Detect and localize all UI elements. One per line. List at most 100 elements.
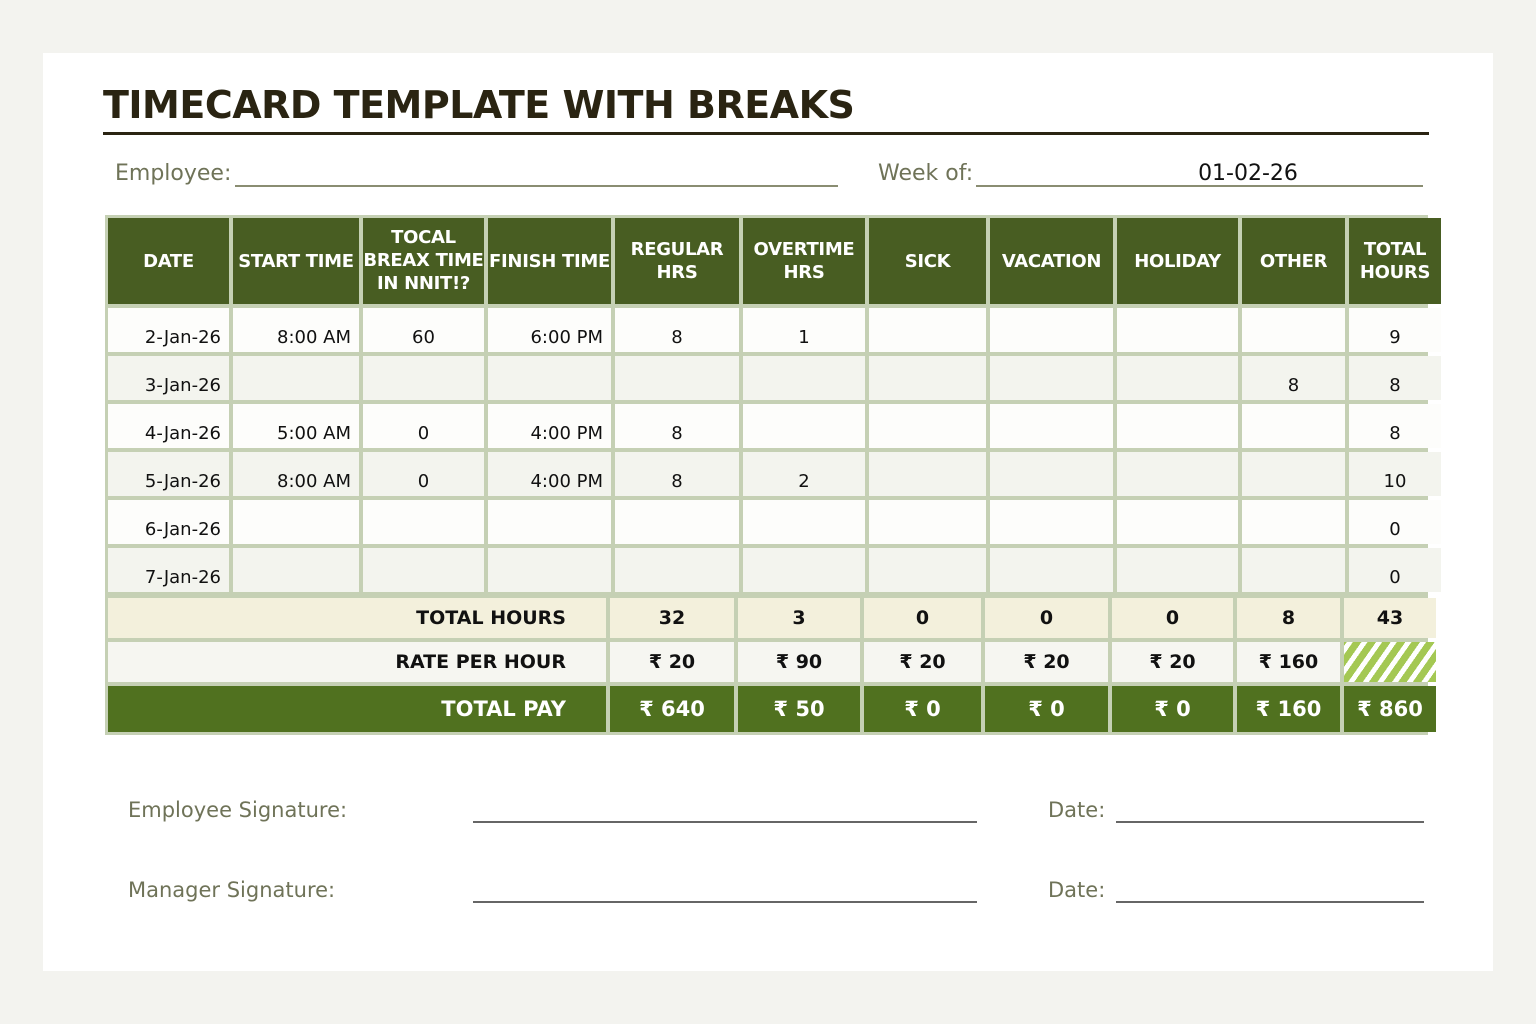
cell-date[interactable]: 4-Jan-26 <box>108 404 229 448</box>
cell-vacation[interactable] <box>990 500 1113 544</box>
cell-finish-time[interactable]: 6:00 PM <box>488 308 611 352</box>
cell-date[interactable]: 6-Jan-26 <box>108 500 229 544</box>
week-of-value[interactable]: 01-02-26 <box>1198 161 1298 186</box>
cell-break-time[interactable]: 60 <box>363 308 484 352</box>
rate-holiday[interactable]: ₹ 20 <box>1112 642 1233 682</box>
cell-regular-hrs[interactable]: 8 <box>615 308 739 352</box>
header-other: OTHER <box>1242 218 1345 304</box>
cell-other[interactable] <box>1242 308 1345 352</box>
cell-overtime-hrs[interactable] <box>743 356 865 400</box>
employee-field[interactable] <box>235 185 838 187</box>
page-title: TIMECARD TEMPLATE WITH BREAKS <box>103 83 855 127</box>
cell-regular-hrs[interactable] <box>615 356 739 400</box>
cell-finish-time[interactable] <box>488 500 611 544</box>
total-regular-hrs: 32 <box>610 598 734 638</box>
cell-sick[interactable] <box>869 308 986 352</box>
cell-regular-hrs[interactable]: 8 <box>615 404 739 448</box>
timecard-sheet: TIMECARD TEMPLATE WITH BREAKS Employee: … <box>43 53 1493 971</box>
rate-regular[interactable]: ₹ 20 <box>610 642 734 682</box>
cell-start-time[interactable]: 8:00 AM <box>233 308 359 352</box>
cell-start-time[interactable] <box>233 500 359 544</box>
pay-holiday: ₹ 0 <box>1112 686 1233 732</box>
cell-finish-time[interactable]: 4:00 PM <box>488 452 611 496</box>
cell-overtime-hrs[interactable] <box>743 500 865 544</box>
cell-total-hours: 8 <box>1349 404 1441 448</box>
employee-date-field[interactable] <box>1116 821 1424 823</box>
header-regular-hrs: REGULAR HRS <box>615 218 739 304</box>
title-divider <box>103 132 1429 135</box>
cell-holiday[interactable] <box>1117 452 1238 496</box>
header-holiday: HOLIDAY <box>1117 218 1238 304</box>
rate-per-hour-label: RATE PER HOUR <box>108 642 606 682</box>
week-of-label: Week of: <box>878 161 974 186</box>
summary-grid: TOTAL HOURS 32 3 0 0 0 8 43 RATE PER HOU… <box>108 598 1436 732</box>
cell-other[interactable]: 8 <box>1242 356 1345 400</box>
cell-finish-time[interactable] <box>488 356 611 400</box>
cell-break-time[interactable] <box>363 500 484 544</box>
employee-signature-field[interactable] <box>473 821 977 823</box>
cell-holiday[interactable] <box>1117 308 1238 352</box>
cell-start-time[interactable] <box>233 356 359 400</box>
cell-date[interactable]: 7-Jan-26 <box>108 548 229 592</box>
cell-regular-hrs[interactable] <box>615 500 739 544</box>
header-vacation: VACATION <box>990 218 1113 304</box>
week-of-field[interactable] <box>976 185 1423 187</box>
manager-signature-field[interactable] <box>473 901 977 903</box>
cell-total-hours: 10 <box>1349 452 1441 496</box>
manager-date-field[interactable] <box>1116 901 1424 903</box>
cell-holiday[interactable] <box>1117 404 1238 448</box>
cell-date[interactable]: 2-Jan-26 <box>108 308 229 352</box>
cell-total-hours: 0 <box>1349 548 1441 592</box>
cell-sick[interactable] <box>869 356 986 400</box>
cell-finish-time[interactable]: 4:00 PM <box>488 404 611 448</box>
cell-break-time[interactable] <box>363 356 484 400</box>
cell-overtime-hrs[interactable]: 1 <box>743 308 865 352</box>
cell-date[interactable]: 5-Jan-26 <box>108 452 229 496</box>
cell-vacation[interactable] <box>990 308 1113 352</box>
cell-vacation[interactable] <box>990 404 1113 448</box>
cell-total-hours: 9 <box>1349 308 1441 352</box>
rate-other[interactable]: ₹ 160 <box>1237 642 1340 682</box>
cell-regular-hrs[interactable] <box>615 548 739 592</box>
rate-overtime[interactable]: ₹ 90 <box>738 642 860 682</box>
cell-regular-hrs[interactable]: 8 <box>615 452 739 496</box>
cell-vacation[interactable] <box>990 452 1113 496</box>
cell-sick[interactable] <box>869 548 986 592</box>
header-break-time: TOCAL BREAX TIME IN NNIT!? <box>363 218 484 304</box>
total-hours-label: TOTAL HOURS <box>108 598 606 638</box>
cell-vacation[interactable] <box>990 548 1113 592</box>
cell-other[interactable] <box>1242 500 1345 544</box>
cell-overtime-hrs[interactable]: 2 <box>743 452 865 496</box>
cell-other[interactable] <box>1242 452 1345 496</box>
cell-overtime-hrs[interactable] <box>743 548 865 592</box>
cell-holiday[interactable] <box>1117 500 1238 544</box>
pay-other: ₹ 160 <box>1237 686 1340 732</box>
cell-other[interactable] <box>1242 404 1345 448</box>
rate-sick[interactable]: ₹ 20 <box>864 642 981 682</box>
cell-break-time[interactable]: 0 <box>363 452 484 496</box>
total-sick: 0 <box>864 598 981 638</box>
grand-total-hours: 43 <box>1344 598 1436 638</box>
cell-start-time[interactable] <box>233 548 359 592</box>
cell-total-hours: 8 <box>1349 356 1441 400</box>
cell-sick[interactable] <box>869 404 986 448</box>
cell-sick[interactable] <box>869 452 986 496</box>
employee-label: Employee: <box>115 161 232 186</box>
cell-other[interactable] <box>1242 548 1345 592</box>
header-sick: SICK <box>869 218 986 304</box>
total-other: 8 <box>1237 598 1340 638</box>
cell-start-time[interactable]: 8:00 AM <box>233 452 359 496</box>
rate-vacation[interactable]: ₹ 20 <box>985 642 1108 682</box>
cell-start-time[interactable]: 5:00 AM <box>233 404 359 448</box>
cell-sick[interactable] <box>869 500 986 544</box>
timecard-table: DATE START TIME TOCAL BREAX TIME IN NNIT… <box>105 215 1441 735</box>
cell-holiday[interactable] <box>1117 548 1238 592</box>
cell-date[interactable]: 3-Jan-26 <box>108 356 229 400</box>
total-pay-label: TOTAL PAY <box>108 686 606 732</box>
cell-finish-time[interactable] <box>488 548 611 592</box>
cell-break-time[interactable]: 0 <box>363 404 484 448</box>
cell-holiday[interactable] <box>1117 356 1238 400</box>
cell-overtime-hrs[interactable] <box>743 404 865 448</box>
cell-break-time[interactable] <box>363 548 484 592</box>
cell-vacation[interactable] <box>990 356 1113 400</box>
